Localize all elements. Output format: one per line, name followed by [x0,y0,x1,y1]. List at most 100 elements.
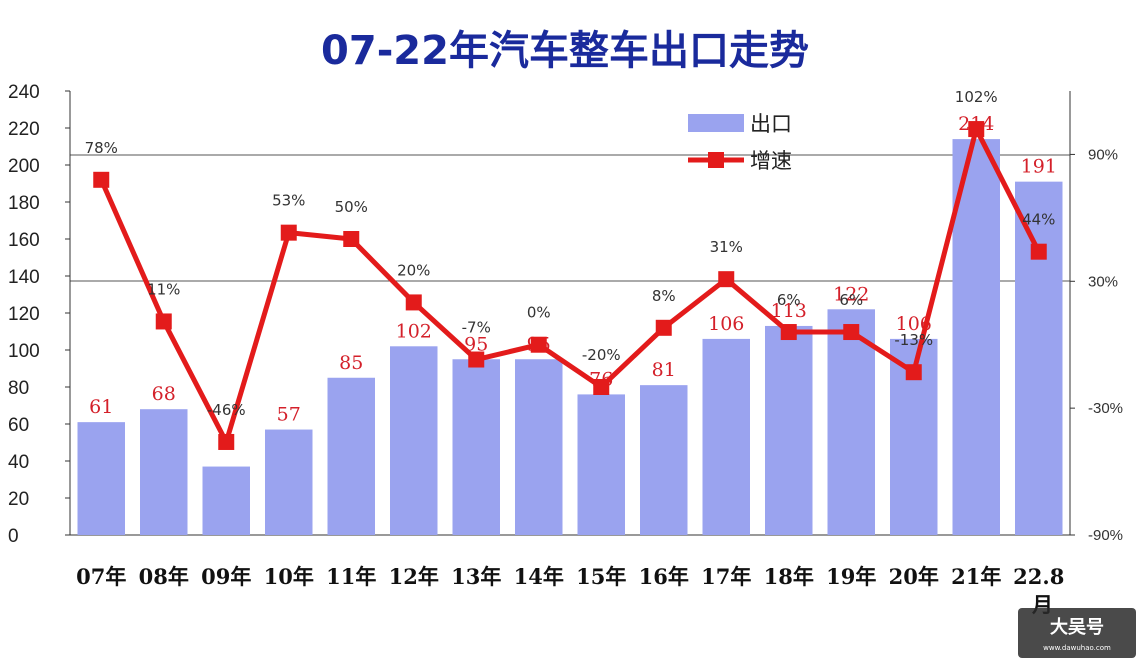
bar [765,325,813,535]
bar-value-label: 122 [833,283,869,305]
bar [265,429,313,535]
growth-point [968,121,985,138]
chart-title: 07-22年汽车整车出口走势 [321,28,809,74]
growth-value-label: 50% [335,198,368,216]
category-label: 17年 [701,564,751,589]
bar-value-label: 95 [464,333,488,355]
y2-tick-label: 90% [1088,146,1118,163]
category-label: 20年 [889,564,939,589]
legend-label-bar: 出口 [750,112,792,136]
watermark: 大吴号 www.dawuhao.com [1018,608,1136,658]
growth-point [655,319,672,336]
growth-point [780,324,797,341]
growth-point [593,379,610,395]
category-label: 19年 [826,564,876,589]
bars [77,139,1063,535]
bar [702,338,750,535]
bar-value-label: 106 [708,313,744,335]
bar-value-label: 85 [339,352,363,374]
growth-point [530,336,547,353]
category-label: 07年 [76,564,126,589]
watermark-subtext: www.dawuhao.com [1043,644,1111,652]
category-labels: 07年 08年 09年 10年 11年 12年 13年 14年 15年 16年 17年 18年 19年 2… [76,564,1064,589]
y2-tick-label: -30% [1088,400,1123,417]
bar [390,346,438,535]
growth-point [905,364,922,381]
category-label: 18年 [764,564,814,589]
growth-value-label: -7% [462,319,491,337]
y-tick-label: 240 [8,82,40,103]
grid [70,154,1070,282]
growth-value-label: -13% [894,331,933,349]
growth-value-label: 20% [397,261,430,279]
bar [202,466,250,535]
growth-point [468,351,485,368]
category-label: 13年 [451,564,501,589]
bar [140,409,188,535]
watermark-bg [1018,608,1136,658]
bar [515,359,563,535]
growth-point [718,271,735,288]
bar [577,394,625,535]
category-label: 10年 [264,564,314,589]
growth-value-label: 53% [272,192,305,210]
growth-point [843,324,860,341]
growth-value-label: 6% [839,291,863,309]
legend-label-line: 增速 [750,149,792,173]
growth-value-label: 78% [85,139,118,157]
bar-value-label: 81 [652,359,676,381]
bar-value-label: 102 [396,320,432,342]
y-tick-label: 140 [8,267,40,288]
y-tick-label: 100 [8,341,40,362]
category-label: 12年 [389,564,439,589]
bar [327,377,375,535]
bar-value-label: 61 [89,396,113,418]
y2-tick-label: -90% [1088,527,1123,544]
growth-value-label: 0% [527,304,551,322]
growth-point [218,433,235,450]
bar [1015,181,1063,535]
bar [452,359,500,535]
growth-value-label: 11% [147,280,180,298]
growth-point [405,294,422,311]
legend-swatch-marker [708,152,724,168]
growth-value-label: 6% [777,291,801,309]
y2-tick-label: 30% [1088,273,1118,290]
growth-value-label: 102% [955,88,998,106]
y-tick-label: 180 [8,193,40,214]
category-label: 11年 [326,564,376,589]
bar [952,139,1000,535]
growth-value-label: 44% [1022,211,1055,229]
growth-value-label: 31% [710,238,743,256]
category-label: 22.8 [1013,564,1064,589]
category-label: 09年 [201,564,251,589]
bar [640,385,688,535]
growth-point [343,231,360,247]
growth-point [93,171,110,188]
y-tick-label: 220 [8,119,40,140]
growth-value-label: 8% [652,287,676,305]
growth-value-label: -46% [207,401,246,419]
bar [827,309,875,535]
y-tick-label: 20 [8,489,29,510]
y-tick-label: 120 [8,304,40,325]
growth-polyline [98,126,1041,445]
category-label: 15年 [576,564,626,589]
bar-value-label: 113 [771,300,807,322]
bar-value-label: 57 [277,404,301,426]
category-label: 08年 [139,564,189,589]
y-tick-label: 60 [8,415,29,436]
watermark-text: 大吴号 [1050,616,1104,638]
growth-labels: 78% 11% -46% 53% 50% 20% -7% 0% -20% 8% 31% 6% 6% -13… [85,88,1056,419]
legend: 出口 增速 [688,112,792,173]
y-tick-label: 160 [8,230,40,251]
legend-swatch-bar [688,114,744,132]
bar-value-label: 68 [152,383,176,405]
bar-value-label: 191 [1021,156,1057,178]
y-tick-label: 80 [8,378,29,399]
category-label: 21年 [951,564,1001,589]
growth-line [93,121,1047,450]
growth-value-label: -20% [582,346,621,364]
